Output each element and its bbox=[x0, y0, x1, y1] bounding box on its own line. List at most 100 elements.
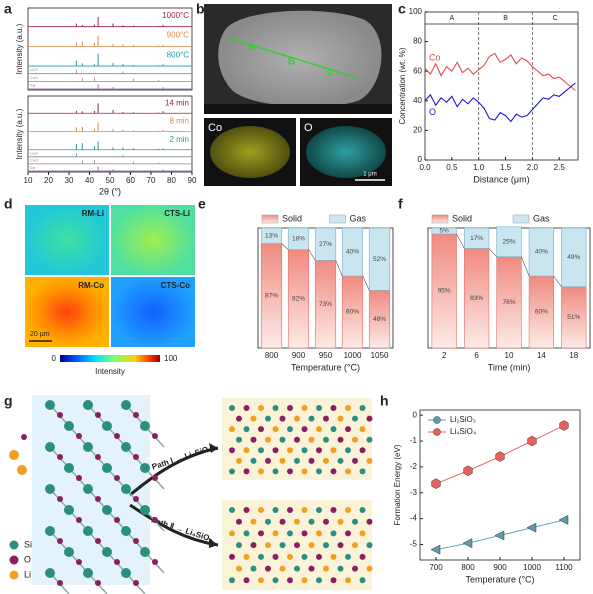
marker bbox=[527, 435, 537, 447]
crystal-atom bbox=[250, 518, 257, 525]
scale-label: 1 μm bbox=[363, 172, 376, 178]
arrow bbox=[129, 503, 219, 547]
crystal-atom bbox=[308, 436, 315, 443]
value-label: 60% bbox=[346, 309, 359, 316]
crystal-atom bbox=[316, 507, 322, 513]
value-label: 25% bbox=[502, 239, 515, 246]
legend-swatch bbox=[431, 214, 449, 224]
si-atom bbox=[102, 463, 112, 473]
o-atom bbox=[95, 412, 101, 418]
legend-atom bbox=[9, 540, 19, 550]
arrowhead bbox=[209, 538, 218, 548]
crystal-atom bbox=[352, 457, 358, 464]
bar-segment bbox=[314, 227, 337, 261]
x-axis-label: Temperature (°C) bbox=[465, 574, 534, 584]
si-atom bbox=[83, 442, 93, 452]
o-atom bbox=[152, 559, 158, 565]
x-tick-label: 0.5 bbox=[446, 163, 458, 172]
si-atom bbox=[140, 421, 150, 431]
crystal-atom bbox=[352, 415, 358, 422]
crystal-atom bbox=[265, 436, 271, 443]
crystal-atom bbox=[337, 415, 344, 422]
reference-label: Co bbox=[30, 82, 36, 87]
value-label: 83% bbox=[470, 295, 483, 302]
colorbar bbox=[60, 355, 160, 362]
crystal-atom bbox=[316, 426, 322, 433]
crystal-atom bbox=[316, 447, 322, 454]
x-tick-label: 800 bbox=[265, 351, 279, 360]
crystal-atom bbox=[366, 565, 373, 572]
value-label: 52% bbox=[373, 256, 386, 263]
x-tick-label: 20 bbox=[44, 176, 53, 185]
marker bbox=[559, 420, 569, 431]
marker bbox=[463, 465, 473, 477]
crystal-atom bbox=[345, 553, 351, 560]
crystal-atom bbox=[316, 577, 322, 584]
region-label: C bbox=[553, 15, 558, 22]
path-label: Path Ⅱ → Li₄SiO₄ bbox=[150, 515, 214, 544]
crystal-atom bbox=[279, 457, 286, 464]
o-atom bbox=[152, 433, 158, 439]
value-label: 60% bbox=[535, 309, 548, 316]
x-tick-label: 90 bbox=[188, 176, 197, 185]
crystal-atom bbox=[330, 405, 337, 411]
panel-label: h bbox=[380, 393, 389, 409]
o-atom bbox=[133, 412, 139, 418]
crystal-atom bbox=[301, 553, 308, 560]
legend-label: Gas bbox=[533, 213, 550, 223]
crystal-atom bbox=[359, 507, 366, 513]
y-tick-label: -5 bbox=[410, 540, 418, 549]
crystal-atom bbox=[287, 405, 293, 411]
si-atom bbox=[45, 400, 55, 410]
x-tick-label: 10 bbox=[505, 351, 514, 360]
crystal-atom bbox=[236, 457, 242, 464]
o-atom bbox=[114, 475, 120, 481]
o-atom bbox=[57, 454, 63, 460]
crystal-atom bbox=[359, 405, 366, 411]
x-tick-label: 2 bbox=[442, 351, 447, 360]
legend-swatch bbox=[512, 214, 530, 224]
crystal-atom bbox=[250, 436, 257, 443]
crystal-atom bbox=[243, 405, 250, 411]
crystal-atom bbox=[243, 530, 250, 537]
x-tick-label: 0.0 bbox=[419, 163, 431, 172]
marker bbox=[431, 478, 441, 489]
si-atom bbox=[140, 463, 150, 473]
plot-frame bbox=[424, 11, 579, 161]
map-label: CTS-Co bbox=[161, 281, 190, 290]
crystal-atom bbox=[272, 468, 279, 475]
series-line bbox=[424, 52, 576, 91]
crystal-atom bbox=[366, 415, 373, 422]
si-atom bbox=[64, 547, 74, 557]
x-axis-label: Distance (μm) bbox=[473, 174, 529, 184]
y-tick-label: 20 bbox=[413, 126, 422, 135]
x-tick-label: 950 bbox=[319, 351, 333, 360]
crystal-atom bbox=[345, 447, 351, 454]
y-axis-label: Concentration (wt. %) bbox=[398, 47, 407, 124]
arrow bbox=[129, 446, 219, 497]
plot-frame bbox=[27, 7, 193, 91]
o-atom bbox=[95, 538, 101, 544]
si-atom bbox=[64, 421, 74, 431]
crystal-atom bbox=[294, 542, 300, 549]
crystal-atom bbox=[316, 468, 322, 475]
crystal-atom bbox=[308, 415, 315, 422]
crystal-atom bbox=[301, 447, 308, 454]
crystal-atom bbox=[352, 518, 358, 525]
si-atom bbox=[45, 526, 55, 536]
crystal-atom bbox=[265, 518, 271, 525]
value-label: 13% bbox=[265, 233, 278, 240]
colorbar-max: 100 bbox=[164, 354, 178, 363]
crystal-atom bbox=[287, 468, 293, 475]
marker bbox=[526, 522, 537, 533]
crystal-atom bbox=[258, 553, 264, 560]
scale-label: 20 μm bbox=[30, 331, 50, 338]
crystal-atom bbox=[272, 530, 279, 537]
crystal-atom bbox=[265, 565, 271, 572]
legend-atom bbox=[9, 570, 19, 580]
value-label: 40% bbox=[346, 249, 359, 256]
crystal-atom bbox=[258, 468, 264, 475]
crystal-atom bbox=[265, 415, 271, 422]
connector bbox=[521, 256, 530, 277]
crystal-atom bbox=[294, 518, 300, 525]
